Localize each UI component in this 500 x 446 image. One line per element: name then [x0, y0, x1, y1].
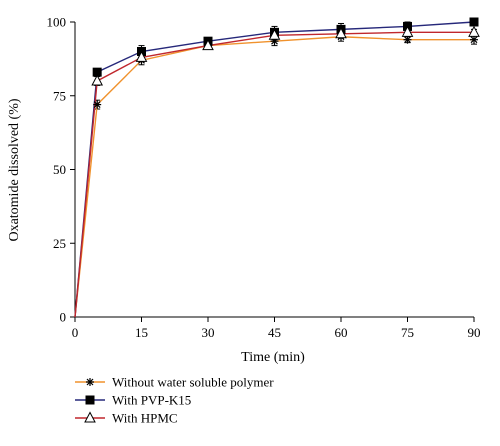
legend-item-without-water-soluble-polymer: Without water soluble polymer: [75, 375, 274, 390]
x-tick-label: 15: [135, 325, 148, 340]
legend-marker-with-hpmc: [84, 411, 96, 423]
y-tick-label: 50: [53, 162, 66, 177]
data-point-with-hpmc-shape: [202, 39, 214, 51]
x-tick-label: 60: [335, 325, 348, 340]
data-point-with-pvp-k15-shape: [92, 67, 102, 77]
y-tick-label: 25: [53, 236, 66, 251]
data-point-with-hpmc-shape: [268, 28, 281, 40]
data-point-with-pvp-k15: [92, 67, 102, 77]
data-point-with-hpmc-shape: [335, 27, 347, 39]
data-point-with-hpmc-shape: [91, 74, 103, 86]
legend-marker-with-hpmc-shape: [84, 411, 96, 423]
data-point-with-hpmc: [135, 50, 148, 62]
data-point-with-pvp-k15-shape: [469, 17, 479, 27]
x-tick-label: 75: [401, 325, 414, 340]
data-point-with-pvp-k15: [469, 17, 479, 27]
data-point-with-hpmc-shape: [135, 50, 148, 62]
x-tick-label: 0: [72, 325, 79, 340]
x-tick-label: 45: [268, 325, 281, 340]
y-axis-label: Oxatomide dissolved (%): [7, 98, 22, 241]
data-point-with-hpmc-shape: [468, 25, 480, 37]
legend-marker-without-water-soluble-polymer: [86, 378, 94, 386]
data-point-with-hpmc: [335, 27, 347, 39]
y-tick-label: 75: [53, 88, 66, 103]
legend: Without water soluble polymer With PVP-K1…: [75, 375, 274, 426]
y-tick-label: 0: [60, 310, 67, 325]
data-point-with-hpmc: [91, 74, 103, 86]
y-tick-label: 100: [47, 15, 67, 30]
legend-label-with-hpmc: With HPMC: [112, 411, 178, 426]
series-line-with-pvp-k15: [74, 21, 475, 318]
series-line-without-water-soluble-polymer: [74, 36, 474, 318]
legend-item-with-hpmc: With HPMC: [75, 411, 178, 426]
data-point-without-water-soluble-polymer-stroke: [470, 36, 478, 44]
data-point-without-water-soluble-polymer-stroke: [404, 36, 411, 44]
legend-label-without-water-soluble-polymer: Without water soluble polymer: [112, 375, 274, 390]
legend-marker-with-pvp-k15: [85, 395, 95, 405]
x-tick-label: 90: [468, 325, 481, 340]
x-axis-label: Time (min): [241, 350, 305, 365]
legend-label-with-pvp-k15: With PVP-K15: [112, 393, 191, 408]
legend-marker-with-pvp-k15-shape: [85, 395, 95, 405]
plot-area: 0 15 30 45 60 75 90 0 25 50 75 100: [47, 15, 481, 341]
data-point-with-hpmc-shape: [401, 25, 414, 37]
data-point-without-water-soluble-polymer: [403, 35, 412, 44]
x-tick-label: 30: [202, 325, 215, 340]
data-point-without-water-soluble-polymer: [470, 35, 478, 44]
data-point-without-water-soluble-polymer-stroke: [93, 101, 101, 109]
data-point-with-hpmc: [468, 25, 480, 37]
data-point-without-water-soluble-polymer: [93, 100, 102, 109]
legend-marker-without-water-soluble-polymer-stroke: [86, 378, 94, 386]
data-point-with-hpmc: [202, 39, 214, 51]
data-point-with-hpmc: [268, 28, 281, 40]
data-point-with-hpmc: [401, 25, 414, 37]
series-line-with-hpmc: [74, 31, 474, 318]
legend-item-with-pvp-k15: With PVP-K15: [75, 393, 191, 408]
